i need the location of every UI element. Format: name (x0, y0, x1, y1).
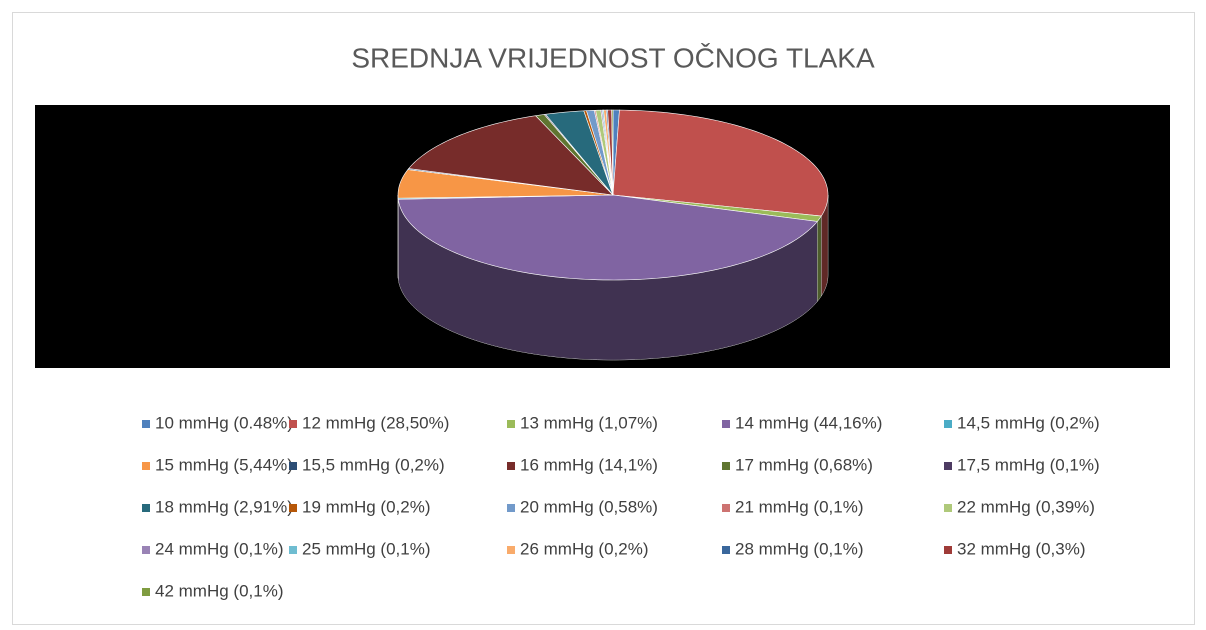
legend-label: 25 mmHg (0,1%) (302, 539, 430, 558)
legend-marker (142, 546, 150, 554)
legend-label: 32 mmHg (0,3%) (957, 539, 1085, 558)
legend-label: 24 mmHg (0,1%) (155, 539, 283, 558)
legend-marker (289, 462, 297, 470)
legend-label: 21 mmHg (0,1%) (735, 497, 863, 516)
legend-label: 19 mmHg (0,2%) (302, 497, 430, 516)
legend-marker (507, 462, 515, 470)
chart-title: SREDNJA VRIJEDNOST OČNOG TLAKA (351, 42, 875, 73)
legend-marker (142, 504, 150, 512)
legend-marker (944, 420, 952, 428)
legend-marker (142, 462, 150, 470)
legend-label: 42 mmHg (0,1%) (155, 581, 283, 600)
legend-marker (142, 420, 150, 428)
legend-label: 18 mmHg (2,91%) (155, 497, 293, 516)
legend-label: 15,5 mmHg (0,2%) (302, 455, 445, 474)
legend-marker (944, 546, 952, 554)
legend-label: 28 mmHg (0,1%) (735, 539, 863, 558)
legend-marker (722, 546, 730, 554)
legend-label: 17 mmHg (0,68%) (735, 455, 873, 474)
legend-label: 26 mmHg (0,2%) (520, 539, 648, 558)
legend-label: 14,5 mmHg (0,2%) (957, 413, 1100, 432)
legend-label: 10 mmHg (0.48%) (155, 413, 293, 432)
legend-label: 16 mmHg (14,1%) (520, 455, 658, 474)
legend-marker (722, 420, 730, 428)
legend-label: 22 mmHg (0,39%) (957, 497, 1095, 516)
legend-marker (722, 462, 730, 470)
legend-marker (507, 420, 515, 428)
legend-marker (289, 504, 297, 512)
legend-label: 12 mmHg (28,50%) (302, 413, 449, 432)
legend-label: 13 mmHg (1,07%) (520, 413, 658, 432)
legend-marker (289, 546, 297, 554)
legend-label: 15 mmHg (5,44%) (155, 455, 293, 474)
legend-label: 14 mmHg (44,16%) (735, 413, 882, 432)
legend-label: 20 mmHg (0,58%) (520, 497, 658, 516)
legend-marker (722, 504, 730, 512)
legend-marker (944, 504, 952, 512)
legend-label: 17,5 mmHg (0,1%) (957, 455, 1100, 474)
legend-marker (142, 588, 150, 596)
legend-marker (507, 546, 515, 554)
legend-marker (289, 420, 297, 428)
pie-side-shade (817, 216, 821, 301)
legend-marker (944, 462, 952, 470)
legend-marker (507, 504, 515, 512)
